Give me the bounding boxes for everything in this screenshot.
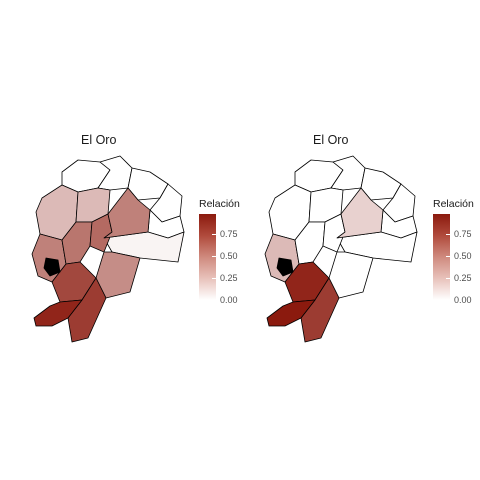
map-panel-left: El Oro Relación 0.75 0.50 0.25 0.00 [31, 133, 240, 343]
region-south-west [33, 299, 83, 327]
legend-color-bar [433, 214, 450, 300]
map-title: El Oro [81, 133, 117, 147]
region-centre-mid [322, 213, 346, 253]
legend-title: Relación [199, 198, 240, 210]
region-north-2 [97, 155, 133, 191]
legend-tick: 0.25 [220, 273, 238, 283]
region-centre-east [336, 187, 384, 239]
region-centre-east [103, 187, 151, 239]
legend-tick: 0.00 [454, 295, 472, 305]
legend-tick: 0.00 [220, 295, 238, 305]
choropleth-map [31, 155, 185, 343]
legend-title: Relación [433, 198, 474, 210]
region-el-oro [276, 257, 294, 277]
legend: Relación 0.75 0.50 0.25 0.00 [199, 198, 259, 308]
legend-color-bar [199, 214, 216, 300]
map-panel-right: El Oro Relación 0.75 0.50 0.25 0.00 [233, 0, 474, 480]
legend-tick: 0.75 [454, 229, 472, 239]
legend-tick: 0.75 [220, 229, 238, 239]
choropleth-map [264, 155, 418, 343]
region-north-2 [330, 155, 366, 191]
legend-tick: 0.50 [220, 251, 238, 261]
legend: Relación 0.75 0.50 0.25 0.00 [433, 198, 480, 308]
map-title: El Oro [313, 133, 349, 147]
region-south-west [266, 299, 316, 327]
legend-tick: 0.50 [454, 251, 472, 261]
legend-tick: 0.25 [454, 273, 472, 283]
region-el-oro [43, 257, 61, 277]
region-centre-mid [89, 213, 113, 253]
